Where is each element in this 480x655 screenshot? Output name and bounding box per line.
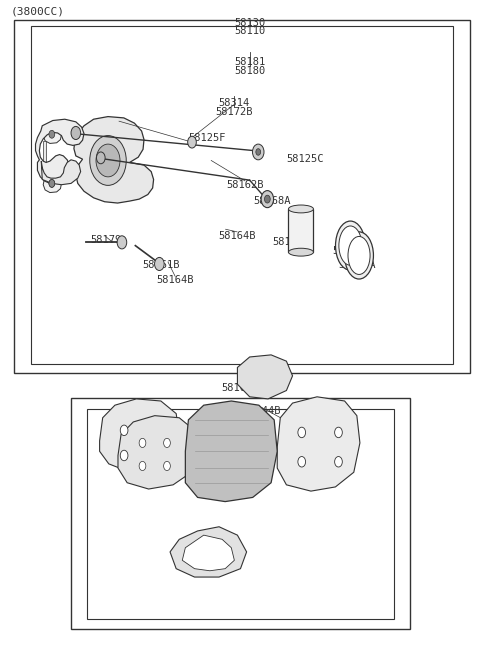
Polygon shape: [185, 401, 277, 502]
Circle shape: [335, 457, 342, 467]
Bar: [87, 409, 394, 619]
Text: 58144B: 58144B: [198, 553, 236, 563]
Text: 58130: 58130: [234, 18, 265, 28]
Polygon shape: [238, 355, 292, 399]
Circle shape: [90, 136, 126, 185]
Ellipse shape: [336, 221, 365, 270]
Polygon shape: [277, 397, 360, 491]
Text: 58110: 58110: [234, 26, 265, 37]
Text: 58164B: 58164B: [156, 275, 194, 286]
Circle shape: [188, 136, 196, 148]
Text: 58113: 58113: [332, 246, 364, 256]
Text: 58179: 58179: [90, 235, 121, 246]
Text: 58164B: 58164B: [218, 231, 256, 241]
Circle shape: [256, 149, 261, 155]
Text: 58161B: 58161B: [142, 259, 180, 270]
Bar: [31, 26, 453, 364]
Circle shape: [120, 425, 128, 436]
Bar: [14, 20, 470, 373]
Bar: [288, 209, 313, 252]
Ellipse shape: [348, 236, 370, 274]
Circle shape: [261, 191, 274, 208]
Polygon shape: [118, 416, 198, 489]
Circle shape: [49, 130, 55, 138]
Ellipse shape: [288, 205, 313, 213]
Text: (3800CC): (3800CC): [11, 7, 64, 16]
Circle shape: [264, 195, 270, 203]
Text: 58168A: 58168A: [253, 196, 291, 206]
Polygon shape: [43, 141, 46, 177]
Text: 58125C: 58125C: [287, 154, 324, 164]
Circle shape: [139, 461, 146, 470]
Circle shape: [298, 427, 306, 438]
Circle shape: [164, 461, 170, 470]
Text: 58125F: 58125F: [189, 132, 226, 143]
Circle shape: [298, 457, 306, 467]
Ellipse shape: [345, 232, 373, 279]
Polygon shape: [43, 126, 61, 143]
Text: 58112: 58112: [272, 237, 304, 248]
Polygon shape: [36, 119, 84, 183]
Ellipse shape: [339, 226, 362, 265]
Circle shape: [155, 257, 164, 271]
Text: 58163B: 58163B: [69, 172, 106, 182]
Circle shape: [139, 438, 146, 447]
Text: 58162B: 58162B: [226, 179, 264, 190]
Polygon shape: [100, 399, 179, 472]
Circle shape: [49, 179, 55, 187]
Text: 58172B: 58172B: [215, 107, 252, 117]
Circle shape: [96, 144, 120, 177]
Circle shape: [120, 450, 128, 460]
Circle shape: [117, 236, 127, 249]
Text: 58180: 58180: [234, 66, 265, 76]
Circle shape: [49, 179, 55, 187]
Text: 58114A: 58114A: [338, 260, 375, 271]
Text: 58101B: 58101B: [221, 383, 259, 393]
Circle shape: [71, 126, 81, 140]
Polygon shape: [170, 527, 247, 577]
Polygon shape: [74, 117, 154, 203]
Bar: [71, 398, 410, 629]
Text: 58314: 58314: [218, 98, 250, 109]
Circle shape: [335, 427, 342, 438]
Polygon shape: [41, 160, 81, 185]
Polygon shape: [182, 535, 234, 571]
Circle shape: [252, 144, 264, 160]
Ellipse shape: [288, 248, 313, 256]
Polygon shape: [43, 175, 61, 193]
Text: 58144B: 58144B: [243, 405, 280, 416]
Text: 58163B: 58163B: [94, 124, 132, 134]
Text: 58181: 58181: [234, 57, 265, 67]
Circle shape: [96, 152, 105, 164]
Circle shape: [164, 438, 170, 447]
